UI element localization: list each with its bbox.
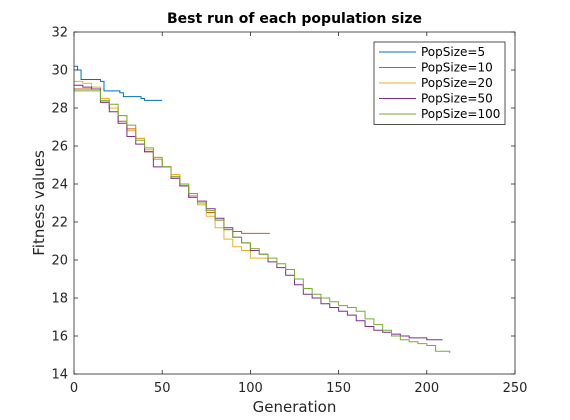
y-tick-label: 20 — [51, 254, 68, 269]
y-tick-label: 14 — [51, 368, 68, 383]
y-tick-label: 32 — [51, 26, 68, 41]
y-tick-label: 30 — [51, 64, 68, 79]
chart-title: Best run of each population size — [167, 11, 422, 27]
x-tick-label: 200 — [414, 381, 439, 396]
axes-layer: 0 50 100 150 200 250 14 16 18 20 22 24 26 28 30 32 — [51, 26, 527, 397]
x-tick-label: 0 — [70, 381, 78, 396]
x-tick-label: 250 — [503, 381, 528, 396]
y-tick-label: 26 — [51, 140, 68, 155]
series-line-1 — [74, 65, 163, 101]
y-axis-title: Fitness values — [30, 150, 48, 256]
y-tick-label: 28 — [51, 102, 68, 117]
x-tick-label: 50 — [154, 381, 171, 396]
y-tick-label: 22 — [51, 216, 68, 231]
x-tick-label: 100 — [238, 381, 263, 396]
y-tick-label: 18 — [51, 292, 68, 307]
series-layer — [74, 65, 451, 354]
legend-label-4: PopSize=50 — [421, 92, 493, 106]
legend-label-2: PopSize=10 — [421, 61, 493, 75]
series-line-5 — [74, 90, 451, 354]
y-tick-label: 24 — [51, 178, 68, 193]
y-tick-label: 16 — [51, 330, 68, 345]
x-axis-title: Generation — [253, 398, 337, 416]
legend-label-3: PopSize=20 — [421, 76, 493, 90]
axes-box — [73, 31, 516, 375]
legend-label-1: PopSize=5 — [421, 45, 485, 59]
legend-label-5: PopSize=100 — [421, 107, 500, 121]
x-tick-label: 150 — [326, 381, 351, 396]
